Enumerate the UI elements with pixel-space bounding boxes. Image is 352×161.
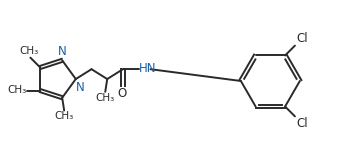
Text: CH₃: CH₃ [55,111,74,122]
Text: N: N [58,45,67,58]
Text: N: N [76,81,85,94]
Text: CH₃: CH₃ [20,47,39,57]
Text: Cl: Cl [296,32,308,45]
Text: HN: HN [139,62,157,75]
Text: CH₃: CH₃ [96,93,115,103]
Text: CH₃: CH₃ [7,85,26,95]
Text: O: O [118,87,127,100]
Text: Cl: Cl [296,117,308,130]
